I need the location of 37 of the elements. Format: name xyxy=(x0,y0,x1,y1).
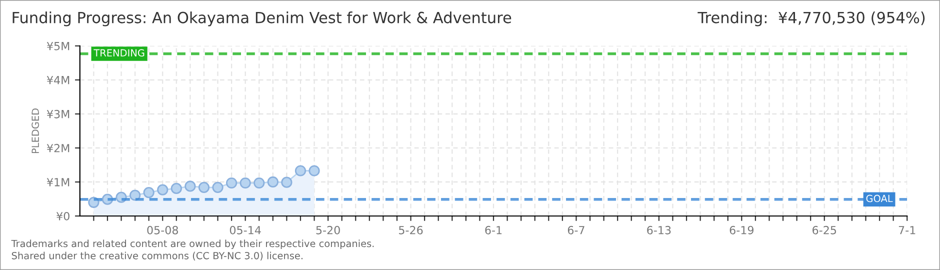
point xyxy=(184,180,196,192)
point xyxy=(226,177,238,189)
x-tick-label: 05-08 xyxy=(147,226,178,234)
x-tick-label: 6-19 xyxy=(730,226,754,234)
y-tick-label: ¥0 xyxy=(56,212,70,220)
x-tick-label: 5-26 xyxy=(399,226,423,234)
x-tick-label: 05-14 xyxy=(230,226,261,234)
point xyxy=(157,184,168,196)
x-tick-label: 6-1 xyxy=(485,226,502,234)
x-tick-label: 5-20 xyxy=(316,226,340,234)
point xyxy=(294,165,306,176)
point xyxy=(129,190,141,201)
y-tick-label: ¥1M xyxy=(46,178,70,186)
x-tick-label: 6-7 xyxy=(568,226,584,234)
text: Trademarks and related content are owned by their respective companies. xyxy=(11,240,374,250)
text: Shared under the creative commons (CC BY-NC 3.0) license. xyxy=(12,252,302,260)
y-tick-label: ¥4M xyxy=(46,76,70,84)
x-tick-label: 6-13 xyxy=(647,226,671,234)
point xyxy=(170,182,182,194)
chart-title: Funding Progress: An Okayama Denim Vest for Work & Adventure xyxy=(12,12,512,26)
x-tick-label: 6-25 xyxy=(812,226,836,234)
ref-line-label: TRENDING xyxy=(94,49,144,57)
point xyxy=(198,182,210,193)
chart-subtitle: Trending: ¥4,770,530 (954%) xyxy=(698,12,925,26)
point xyxy=(308,165,320,176)
y-axis-title: PLEDGED xyxy=(32,108,40,154)
point xyxy=(143,186,154,198)
point xyxy=(240,177,251,189)
y-tick-label: ¥5M xyxy=(46,42,70,50)
point xyxy=(267,176,278,188)
ref-line-label: GOAL xyxy=(866,194,893,202)
point xyxy=(281,176,292,188)
x-tick-label: 7-1 xyxy=(898,226,916,234)
y-tick-label: ¥2M xyxy=(46,144,70,152)
point xyxy=(254,177,265,189)
y-tick-label: ¥3M xyxy=(46,110,70,118)
point xyxy=(212,182,224,193)
